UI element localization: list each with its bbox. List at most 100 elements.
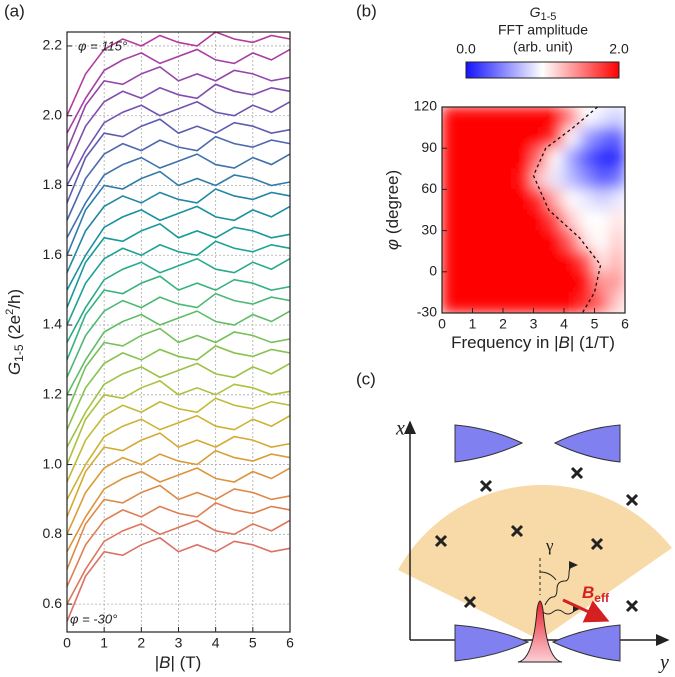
heatmap [442, 107, 625, 313]
heatmap-cell [517, 107, 534, 129]
heatmap-cell [594, 230, 611, 252]
heatmap-cell [456, 291, 473, 313]
heatmap-cell [456, 107, 473, 129]
x-tick-label: 2 [137, 635, 145, 651]
y-tick-label: 0 [429, 263, 437, 279]
colorbar-title: (arb. unit) [513, 39, 573, 55]
curve [66, 31, 291, 117]
heatmap-cell [487, 168, 504, 190]
y-tick-label: 90 [421, 139, 437, 155]
x-tick-label: 5 [591, 316, 599, 332]
heatmap-cell [456, 147, 473, 170]
heatmap-cell [502, 271, 519, 293]
heatmap-cell [609, 168, 625, 190]
curve [66, 48, 291, 134]
heatmap-cell [594, 168, 611, 190]
curve [66, 83, 291, 169]
x-tick-label: 5 [249, 635, 257, 651]
heatmap-cell [578, 230, 595, 252]
heatmap-cell [456, 271, 473, 293]
heatmap-cell [502, 250, 519, 273]
curve [66, 310, 291, 396]
heatmap-cell [578, 250, 595, 273]
label-part: 2 [4, 309, 16, 315]
curve [66, 240, 291, 326]
plot-frame [66, 31, 291, 633]
heatmap-cell [472, 188, 489, 211]
heatmap-cell [442, 209, 458, 232]
y-tick-label: 1.0 [43, 455, 63, 471]
heatmap-cell [517, 291, 534, 313]
x-tick-label: 4 [212, 635, 220, 651]
y-tick-label: 1.4 [43, 316, 63, 332]
angle-label: γ [545, 536, 554, 555]
x-axis-label: Frequency in |B| (1/T) [451, 333, 615, 352]
heatmap-cell [578, 127, 595, 149]
heatmap-cell [502, 209, 519, 232]
heatmap-cell [609, 230, 625, 252]
heatmap-cell [472, 250, 489, 273]
heatmap-cell [502, 291, 519, 313]
heatmap-cell [442, 147, 458, 170]
heatmap-cell [594, 291, 611, 313]
heatmap-cell [609, 127, 625, 149]
heatmap-cell [487, 188, 504, 211]
y-axis-label: φ (degree) [383, 170, 402, 250]
heatmap-cell [578, 271, 595, 293]
heatmap-cell [472, 271, 489, 293]
curve [66, 327, 291, 413]
label-part: | [155, 653, 159, 672]
heatmap-cells [442, 107, 625, 313]
curve [66, 222, 291, 308]
heatmap-cell [563, 168, 580, 190]
y-tick-label: 0.6 [43, 595, 63, 611]
heatmap-cell [487, 230, 504, 252]
label-part: 1-5 [540, 11, 556, 23]
curve [66, 467, 291, 553]
heatmap-cell [609, 250, 625, 273]
scatterers [434, 466, 639, 613]
heatmap-cell [487, 250, 504, 273]
emission-path [544, 561, 578, 606]
heatmap-cell [487, 209, 504, 232]
curve [66, 379, 291, 465]
heatmap-cell [442, 250, 458, 273]
gate [454, 624, 530, 662]
heatmap-cell [502, 127, 519, 149]
curve [66, 397, 291, 483]
heatmap-cell [594, 127, 611, 149]
heatmap-cell [533, 168, 550, 190]
heatmap-cell [517, 188, 534, 211]
gate [551, 624, 621, 662]
heatmap-cell [578, 168, 595, 190]
colorbar-title: G1-5 [530, 4, 557, 23]
curve [66, 292, 291, 378]
y-tick-label: 0.8 [43, 525, 63, 541]
field-label: Beff [582, 583, 610, 605]
panel-label: (a) [4, 1, 25, 20]
heatmap-cell [456, 188, 473, 211]
label-part: eff [594, 591, 610, 605]
heatmap-cell [442, 127, 458, 149]
annotation: φ = 115° [78, 38, 127, 53]
x-tick-label: 6 [621, 316, 629, 332]
label-part: | (T) [170, 653, 201, 672]
heatmap-cell [609, 209, 625, 232]
curve [66, 188, 291, 274]
heatmap-cell [609, 147, 625, 170]
heatmap-cell [456, 127, 473, 149]
heatmap-cell [472, 107, 489, 129]
curve [66, 153, 291, 239]
heatmap-cell [548, 209, 565, 232]
heatmap-cell [533, 147, 550, 170]
curve [66, 205, 291, 291]
y-tick-label: 2.0 [43, 106, 63, 122]
label-part: B [582, 583, 594, 602]
heatmap-cell [609, 107, 625, 129]
heatmap-cell [533, 230, 550, 252]
x-tick-label: 1 [100, 635, 108, 651]
heatmap-cell [502, 107, 519, 129]
heatmap-cell [487, 127, 504, 149]
heatmap-cell [442, 230, 458, 252]
